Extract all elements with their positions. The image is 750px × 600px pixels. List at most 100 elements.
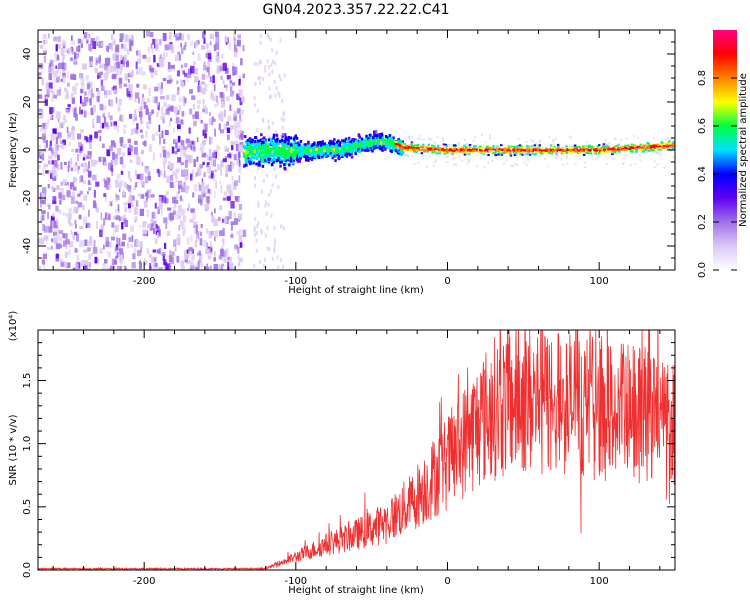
heatmap-cell	[238, 79, 241, 86]
heatmap-cell	[597, 144, 601, 147]
heatmap-cell	[443, 152, 446, 155]
heatmap-cell	[150, 73, 154, 79]
heatmap-cell	[133, 146, 138, 155]
heatmap-cell	[197, 104, 201, 109]
heatmap-cell	[359, 143, 362, 147]
heatmap-cell	[257, 203, 260, 208]
heatmap-cell	[283, 155, 287, 159]
heatmap-cell	[67, 48, 72, 55]
heatmap-cell	[53, 36, 58, 42]
heatmap-cell	[445, 145, 449, 148]
heatmap-cell	[347, 136, 351, 140]
heatmap-cell	[601, 146, 604, 149]
heatmap-cell	[215, 44, 220, 50]
heatmap-cell	[289, 159, 292, 163]
heatmap-cell	[111, 258, 116, 266]
heatmap-cell	[653, 145, 656, 148]
heatmap-cell	[553, 147, 557, 149]
colorbar: 0.00.20.40.60.8 Normalized spectral ampl…	[697, 30, 749, 278]
heatmap-cell	[488, 149, 490, 152]
heatmap-cell	[342, 141, 346, 145]
heatmap-cell	[158, 229, 161, 237]
heatmap-cell	[417, 148, 420, 151]
heatmap-cell	[130, 145, 134, 152]
heatmap-cell	[71, 148, 75, 153]
heatmap-cell	[294, 147, 297, 151]
heatmap-cell	[377, 139, 380, 142]
heatmap-cell	[594, 152, 597, 155]
heatmap-cell	[528, 153, 532, 156]
heatmap-cell	[608, 150, 611, 153]
heatmap-cell	[164, 198, 169, 204]
heatmap-cell	[145, 130, 148, 138]
heatmap-cell	[357, 144, 361, 148]
heatmap-cell	[234, 244, 239, 249]
heatmap-cell	[215, 51, 219, 57]
heatmap-cell	[208, 175, 211, 179]
heatmap-cell	[201, 44, 204, 50]
heatmap-cell	[119, 258, 122, 265]
heatmap-cell	[191, 254, 195, 261]
heatmap-cell	[53, 70, 58, 78]
heatmap-cell	[393, 145, 396, 149]
heatmap-cell	[110, 34, 114, 40]
heatmap-cell	[52, 200, 57, 204]
heatmap-cell	[40, 149, 43, 155]
heatmap-cell	[423, 148, 426, 151]
heatmap-cell	[39, 44, 44, 49]
heatmap-cell	[657, 152, 660, 155]
heatmap-cell	[568, 146, 571, 149]
heatmap-cell	[92, 41, 97, 49]
heatmap-cell	[182, 70, 185, 75]
heatmap-cell	[480, 146, 483, 149]
heatmap-cell	[163, 217, 168, 224]
heatmap-cell	[273, 241, 276, 246]
heatmap-cell	[119, 38, 123, 43]
heatmap-cell	[168, 255, 173, 263]
heatmap-cell	[530, 139, 533, 142]
heatmap-cell	[646, 151, 649, 154]
heatmap-cell	[178, 215, 181, 219]
heatmap-cell	[80, 95, 82, 104]
heatmap-cell	[298, 143, 301, 147]
heatmap-cell	[67, 82, 70, 87]
heatmap-cell	[457, 141, 460, 144]
heatmap-cell	[215, 55, 220, 63]
heatmap-cell	[123, 83, 128, 87]
heatmap-cell	[99, 225, 104, 232]
heatmap-cell	[375, 133, 378, 137]
heatmap-cell	[264, 203, 267, 208]
heatmap-cell	[494, 156, 497, 159]
heatmap-cell	[190, 265, 195, 270]
heatmap-cell	[59, 121, 61, 129]
heatmap-cell	[432, 150, 435, 153]
heatmap-cell	[103, 244, 105, 250]
heatmap-cell	[647, 142, 650, 145]
heatmap-cell	[114, 54, 119, 61]
heatmap-cell	[116, 252, 119, 258]
heatmap-cell	[615, 144, 618, 147]
heatmap-cell	[329, 141, 333, 145]
heatmap-cell	[282, 111, 285, 116]
heatmap-cell	[364, 145, 367, 149]
heatmap-cell	[270, 142, 274, 145]
heatmap-cell	[446, 161, 449, 163]
heatmap-cell	[220, 185, 223, 193]
heatmap-cell	[270, 159, 273, 162]
heatmap-cell	[249, 147, 252, 151]
heatmap-cell	[500, 149, 504, 151]
heatmap-cell	[186, 237, 190, 245]
heatmap-cell	[129, 244, 134, 248]
heatmap-cell	[229, 86, 233, 91]
heatmap-cell	[139, 129, 143, 133]
heatmap-cell	[253, 225, 256, 230]
heatmap-cell	[38, 94, 40, 99]
heatmap-cell	[639, 147, 643, 150]
heatmap-cell	[109, 115, 113, 121]
heatmap-cell	[52, 237, 57, 244]
heatmap-cell	[233, 110, 237, 117]
heatmap-cell	[585, 146, 588, 149]
heatmap-cell	[71, 97, 75, 104]
heatmap-cell	[246, 139, 250, 143]
